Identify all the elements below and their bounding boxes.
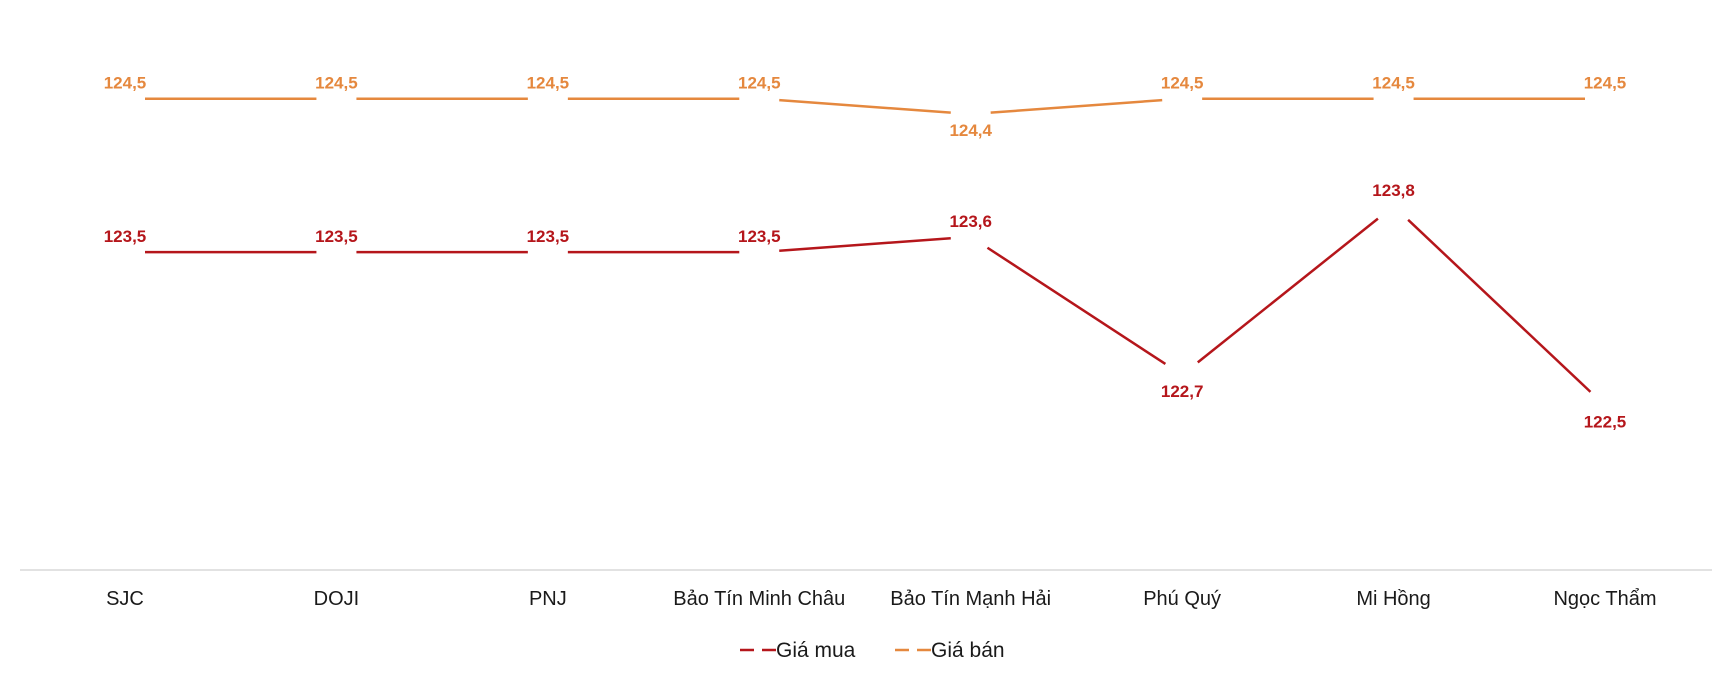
data-label: 123,5 (738, 227, 781, 246)
data-label: 124,5 (527, 74, 570, 93)
legend-label: Giá mua (776, 639, 856, 662)
series-line-segment (779, 98, 951, 114)
data-label: 123,6 (949, 212, 992, 231)
data-label: 123,5 (315, 227, 358, 246)
data-label: 124,5 (1372, 74, 1415, 93)
x-tick-label: PNJ (529, 588, 567, 610)
data-label: 124,4 (949, 121, 992, 140)
data-label: 124,5 (315, 74, 358, 93)
data-label: 124,5 (1161, 74, 1204, 93)
legend-label: Giá bán (931, 639, 1005, 662)
series-line-segment (990, 98, 1163, 114)
data-label: 124,5 (738, 74, 781, 93)
x-tick-label: Bảo Tín Mạnh Hải (890, 588, 1051, 610)
data-label: 123,5 (527, 227, 570, 246)
x-tick-label: DOJI (314, 588, 360, 610)
data-label: 122,7 (1161, 382, 1204, 401)
x-tick-label: Bảo Tín Minh Châu (673, 588, 845, 610)
data-label: 124,5 (104, 74, 147, 93)
data-label: 123,5 (104, 227, 147, 246)
data-label: 124,5 (1584, 74, 1627, 93)
series-line-segment (1196, 217, 1379, 364)
x-tick-label: SJC (106, 588, 144, 610)
series-line-segment (986, 246, 1167, 365)
series-line-segment (779, 237, 951, 252)
x-tick-label: Phú Quý (1143, 588, 1221, 610)
x-tick-label: Mi Hồng (1356, 588, 1430, 610)
data-label: 122,5 (1584, 413, 1627, 432)
data-label: 123,8 (1372, 181, 1415, 200)
series-line-segment (1407, 218, 1592, 393)
x-tick-label: Ngọc Thẩm (1553, 588, 1656, 610)
